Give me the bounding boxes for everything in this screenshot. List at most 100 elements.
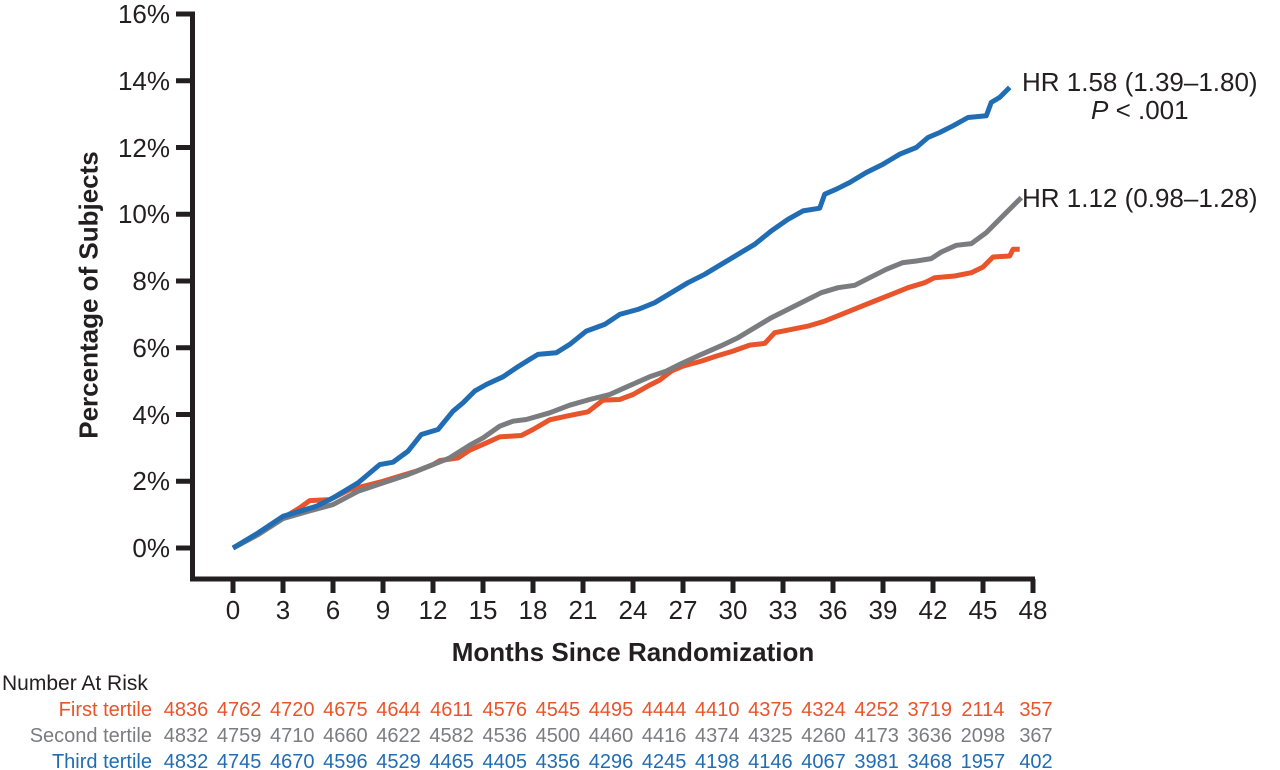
x-tick-label: 24	[618, 595, 648, 625]
risk-value: 4576	[482, 699, 528, 721]
risk-value: 4762	[216, 699, 262, 721]
risk-value: 3636	[907, 725, 953, 747]
x-tick	[830, 579, 836, 593]
x-tick-label: 36	[818, 595, 848, 625]
x-tick	[630, 579, 636, 593]
x-tick-label: 42	[918, 595, 948, 625]
hr-annotation-second-tertile: HR 1.12 (0.98–1.28)	[1022, 184, 1258, 212]
y-tick-label: 10%	[117, 199, 170, 230]
y-tick-label: 6%	[132, 332, 170, 363]
x-tick	[230, 579, 236, 593]
x-tick	[430, 579, 436, 593]
x-tick	[580, 579, 586, 593]
risk-value: 4444	[641, 699, 687, 721]
x-tick-label: 0	[225, 595, 241, 625]
x-tick-label: 48	[1018, 595, 1048, 625]
x-tick-label: 15	[468, 595, 498, 625]
risk-value: 4067	[801, 751, 846, 770]
risk-value: 4405	[482, 751, 528, 770]
risk-value: 4324	[801, 699, 846, 721]
risk-value: 2098	[960, 725, 1006, 747]
x-tick	[730, 579, 736, 593]
risk-row-label: Second tertile	[29, 725, 152, 747]
y-tick-label: 2%	[132, 466, 170, 497]
x-tick-label: 33	[768, 595, 798, 625]
risk-value: 4374	[695, 725, 740, 747]
y-tick	[176, 211, 195, 217]
x-tick-label: 45	[968, 595, 998, 625]
x-tick	[530, 579, 536, 593]
risk-value: 1957	[960, 751, 1006, 770]
risk-value: 4644	[376, 699, 421, 721]
y-tick-label: 16%	[117, 0, 170, 29]
risk-value: 4660	[323, 725, 368, 747]
risk-value: 4832	[163, 751, 209, 770]
y-tick	[176, 145, 195, 150]
risk-value: 4173	[854, 725, 899, 747]
risk-value: 4460	[588, 725, 634, 747]
x-tick-label: 21	[568, 595, 598, 625]
y-tick-label: 4%	[132, 399, 170, 430]
x-tick-label: 39	[868, 595, 898, 625]
x-tick-label: 18	[518, 595, 548, 625]
risk-value: 4260	[801, 725, 846, 747]
x-tick-label: 27	[668, 595, 698, 625]
x-tick	[930, 579, 936, 593]
y-tick	[176, 412, 195, 417]
risk-value: 4410	[695, 699, 740, 721]
risk-value: 4416	[641, 725, 687, 747]
risk-value: 4720	[270, 699, 315, 721]
risk-value: 4582	[429, 725, 474, 747]
risk-value: 4495	[588, 699, 634, 721]
x-tick-label: 12	[418, 595, 448, 625]
risk-value: 3468	[907, 751, 953, 770]
hr-value-third-tertile: HR 1.58 (1.39–1.80)	[1022, 67, 1258, 97]
y-tick-label: 8%	[132, 266, 170, 296]
hr-value-second-tertile: HR 1.12 (0.98–1.28)	[1022, 183, 1258, 213]
x-tick	[280, 579, 286, 593]
curve-first-tertile	[231, 246, 1020, 551]
y-tick-label: 12%	[117, 132, 170, 163]
risk-value: 4710	[270, 725, 315, 747]
risk-value: 4529	[376, 751, 421, 770]
risk-value: 4611	[430, 699, 474, 721]
y-axis-line	[190, 11, 195, 582]
risk-value: 4545	[535, 699, 581, 721]
x-tick	[680, 579, 686, 593]
risk-value: 4375	[748, 699, 793, 721]
risk-value: 4832	[163, 725, 209, 747]
risk-value: 4596	[323, 751, 368, 770]
x-tick	[880, 579, 886, 593]
x-axis-title: Months Since Randomization	[451, 637, 815, 667]
risk-value: 4356	[535, 751, 581, 770]
y-axis-title: Percentage of Subjects	[73, 151, 104, 439]
risk-value: 4759	[216, 725, 262, 747]
risk-value: 2114	[961, 699, 1005, 721]
risk-value: 4675	[323, 699, 368, 721]
risk-value: 4252	[854, 699, 899, 721]
risk-value: 4536	[482, 725, 528, 747]
curve-second-tertile	[231, 195, 1024, 551]
risk-value: 4745	[216, 751, 262, 770]
risk-value: 4146	[748, 751, 793, 770]
risk-value: 3981	[854, 751, 899, 770]
x-tick-label: 30	[718, 595, 748, 625]
p-value: P < .001	[1091, 95, 1189, 125]
y-tick-label: 14%	[117, 65, 170, 96]
risk-value: 4198	[695, 751, 740, 770]
risk-value: 4296	[588, 751, 634, 770]
risk-value: 357	[1019, 699, 1053, 721]
risk-value: 4836	[163, 699, 209, 721]
x-tick	[330, 579, 336, 593]
x-tick	[780, 579, 786, 593]
x-tick-label: 3	[275, 595, 291, 625]
risk-value: 4500	[535, 725, 581, 747]
y-tick	[176, 478, 195, 484]
x-tick	[980, 579, 986, 593]
x-tick	[480, 579, 486, 593]
x-tick-label: 6	[325, 595, 341, 625]
risk-value: 367	[1019, 725, 1053, 747]
y-tick-label: 0%	[132, 533, 170, 563]
